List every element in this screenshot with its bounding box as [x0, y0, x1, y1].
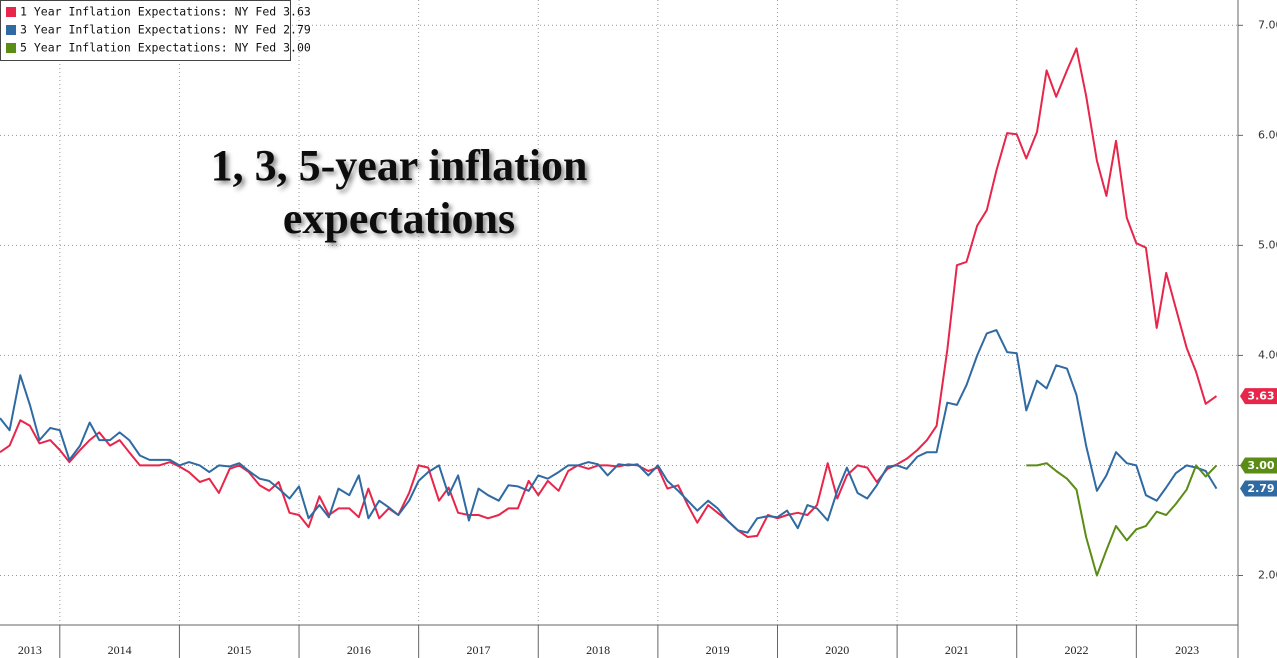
- y-tick-label: 4.00: [1258, 348, 1277, 361]
- value-label: 3.63: [1247, 390, 1274, 403]
- x-tick-label: 2020: [825, 643, 849, 657]
- x-tick-label: 2022: [1065, 643, 1089, 657]
- value-label: 2.79: [1247, 482, 1274, 495]
- y-tick-label: 2.00: [1258, 568, 1277, 581]
- y-tick-label: 7.00: [1258, 18, 1277, 31]
- legend-swatch: [6, 7, 16, 17]
- legend-label: 1 Year Inflation Expectations: NY Fed 3.…: [20, 5, 311, 19]
- x-tick-label: 2017: [466, 643, 490, 657]
- value-label-box: [1240, 457, 1277, 474]
- x-tick-label: 2014: [108, 643, 132, 657]
- annotation: 1, 3, 5-year inflation: [211, 141, 588, 190]
- series-line: [0, 329, 1218, 534]
- x-tick-label: 2018: [586, 643, 610, 657]
- annotation: expectations: [283, 194, 515, 243]
- value-label-box: [1240, 480, 1277, 497]
- y-tick-label: 5.00: [1258, 238, 1277, 251]
- x-tick-label: 2013: [18, 643, 42, 657]
- x-tick-label: 2019: [706, 643, 730, 657]
- x-tick-label: 2023: [1175, 643, 1199, 657]
- value-label: 3.00: [1247, 459, 1274, 472]
- legend-label: 3 Year Inflation Expectations: NY Fed 2.…: [20, 23, 311, 37]
- legend-box: [0, 0, 291, 61]
- legend-swatch: [6, 43, 16, 53]
- value-label-box: [1240, 388, 1277, 405]
- y-tick-label: 6.00: [1258, 128, 1277, 141]
- x-tick-label: 2015: [227, 643, 251, 657]
- legend-label: 5 Year Inflation Expectations: NY Fed 3.…: [20, 41, 311, 55]
- series-line: [1026, 462, 1218, 577]
- x-tick-label: 2016: [347, 643, 371, 657]
- legend-swatch: [6, 25, 16, 35]
- x-tick-label: 2021: [945, 643, 969, 657]
- series-line: [0, 47, 1218, 538]
